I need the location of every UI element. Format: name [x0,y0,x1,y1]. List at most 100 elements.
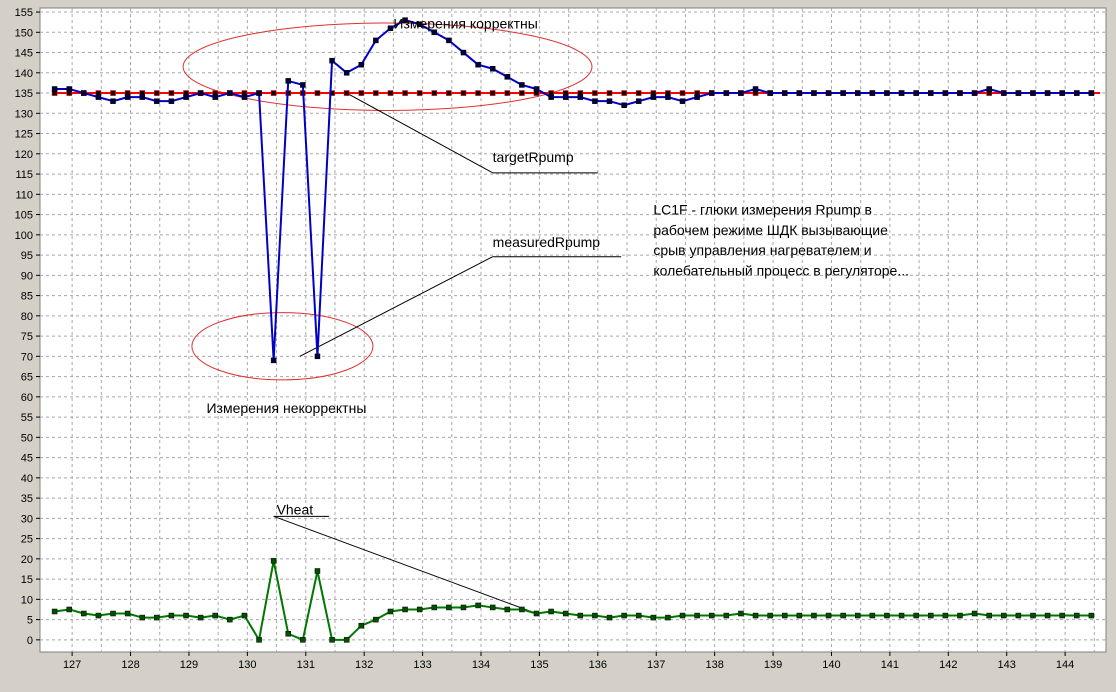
point-vheat [168,612,175,619]
x-tick-label: 144 [1056,659,1074,671]
point-measuredrpump [300,82,306,88]
point-vheat [446,604,452,611]
point-vheat [752,612,759,619]
point-measuredrpump [869,90,876,96]
point-measuredrpump [227,90,233,96]
point-measuredrpump [183,94,189,100]
point-measuredrpump [358,61,365,68]
point-vheat [869,612,876,619]
y-tick-label: 80 [21,311,33,323]
point-measuredrpump [446,37,452,44]
point-vheat [957,612,963,619]
point-vheat [270,558,277,564]
point-targetrpump [621,90,627,96]
point-measuredrpump [562,94,569,100]
point-vheat [256,637,262,643]
point-vheat [840,612,846,619]
point-vheat [402,606,408,613]
point-vheat [416,606,423,613]
point-measuredrpump [679,98,686,104]
point-measuredrpump [489,66,496,72]
point-measuredrpump [708,90,715,96]
point-targetrpump [592,90,598,96]
point-vheat [811,612,817,619]
point-vheat [314,568,321,574]
point-vheat [329,637,335,643]
x-tick-label: 127 [63,659,81,671]
point-targetrpump [519,90,525,96]
point-vheat [343,637,350,643]
point-vheat [942,612,949,619]
point-targetrpump [679,90,686,96]
point-vheat [1088,612,1095,619]
point-targetrpump [358,90,365,96]
point-vheat [533,610,540,617]
point-vheat [635,612,642,619]
point-measuredrpump [635,98,642,104]
y-tick-label: 105 [15,210,33,222]
point-vheat [1059,612,1065,619]
point-vheat [884,612,890,619]
point-measuredrpump [95,94,102,100]
x-tick-label: 140 [822,659,840,671]
point-measuredrpump [124,94,131,100]
point-measuredrpump [373,37,379,44]
point-vheat [928,612,934,619]
point-measuredrpump [139,94,145,100]
point-targetrpump [489,90,496,96]
point-vheat [548,608,554,615]
point-targetrpump [504,90,511,96]
point-vheat [460,604,467,611]
y-tick-label: 140 [15,68,33,80]
point-vheat [504,606,511,613]
point-vheat [986,612,992,619]
series-layer [51,17,1101,643]
x-tick-label: 128 [121,659,139,671]
point-measuredrpump [154,98,160,104]
point-vheat [139,614,145,621]
point-measuredrpump [1059,90,1065,96]
point-vheat [475,602,481,609]
ellipse-incorrect [191,312,374,381]
point-measuredrpump [986,86,992,92]
point-measuredrpump [1088,90,1095,96]
point-measuredrpump [855,90,861,96]
y-tick-label: 95 [21,250,33,262]
point-measuredrpump [738,90,744,96]
point-vheat [241,612,248,619]
point-measuredrpump [256,90,262,96]
y-tick-label: 25 [21,534,33,546]
x-tick-label: 129 [180,659,198,671]
point-vheat [51,608,58,615]
y-tick-label: 20 [21,554,33,566]
y-tick-label: 60 [21,392,33,404]
point-measuredrpump [723,90,730,96]
point-measuredrpump [66,86,72,92]
point-vheat [679,612,686,619]
point-targetrpump [446,90,452,96]
y-tick-label: 10 [21,594,33,606]
point-vheat [796,612,803,619]
y-tick-label: 150 [15,27,33,39]
point-measuredrpump [168,98,175,104]
point-vheat [825,612,832,619]
point-vheat [110,610,116,617]
point-vheat [519,606,525,613]
point-vheat [723,612,730,619]
annotation-vheat-label: Vheat [277,501,314,517]
point-targetrpump [373,90,379,96]
y-tick-label: 100 [15,230,33,242]
y-tick-label: 115 [15,169,33,181]
y-tick-label: 90 [21,270,33,282]
point-vheat [855,612,861,619]
annotation-incorrect: Измерения некорректны [206,400,366,416]
y-tick-label: 55 [21,412,33,424]
point-measuredrpump [1001,90,1007,96]
annotation-ellipses [182,22,593,381]
x-tick-label: 138 [705,659,723,671]
y-tick-label: 125 [15,129,33,141]
point-measuredrpump [285,78,291,84]
point-measuredrpump [811,90,817,96]
